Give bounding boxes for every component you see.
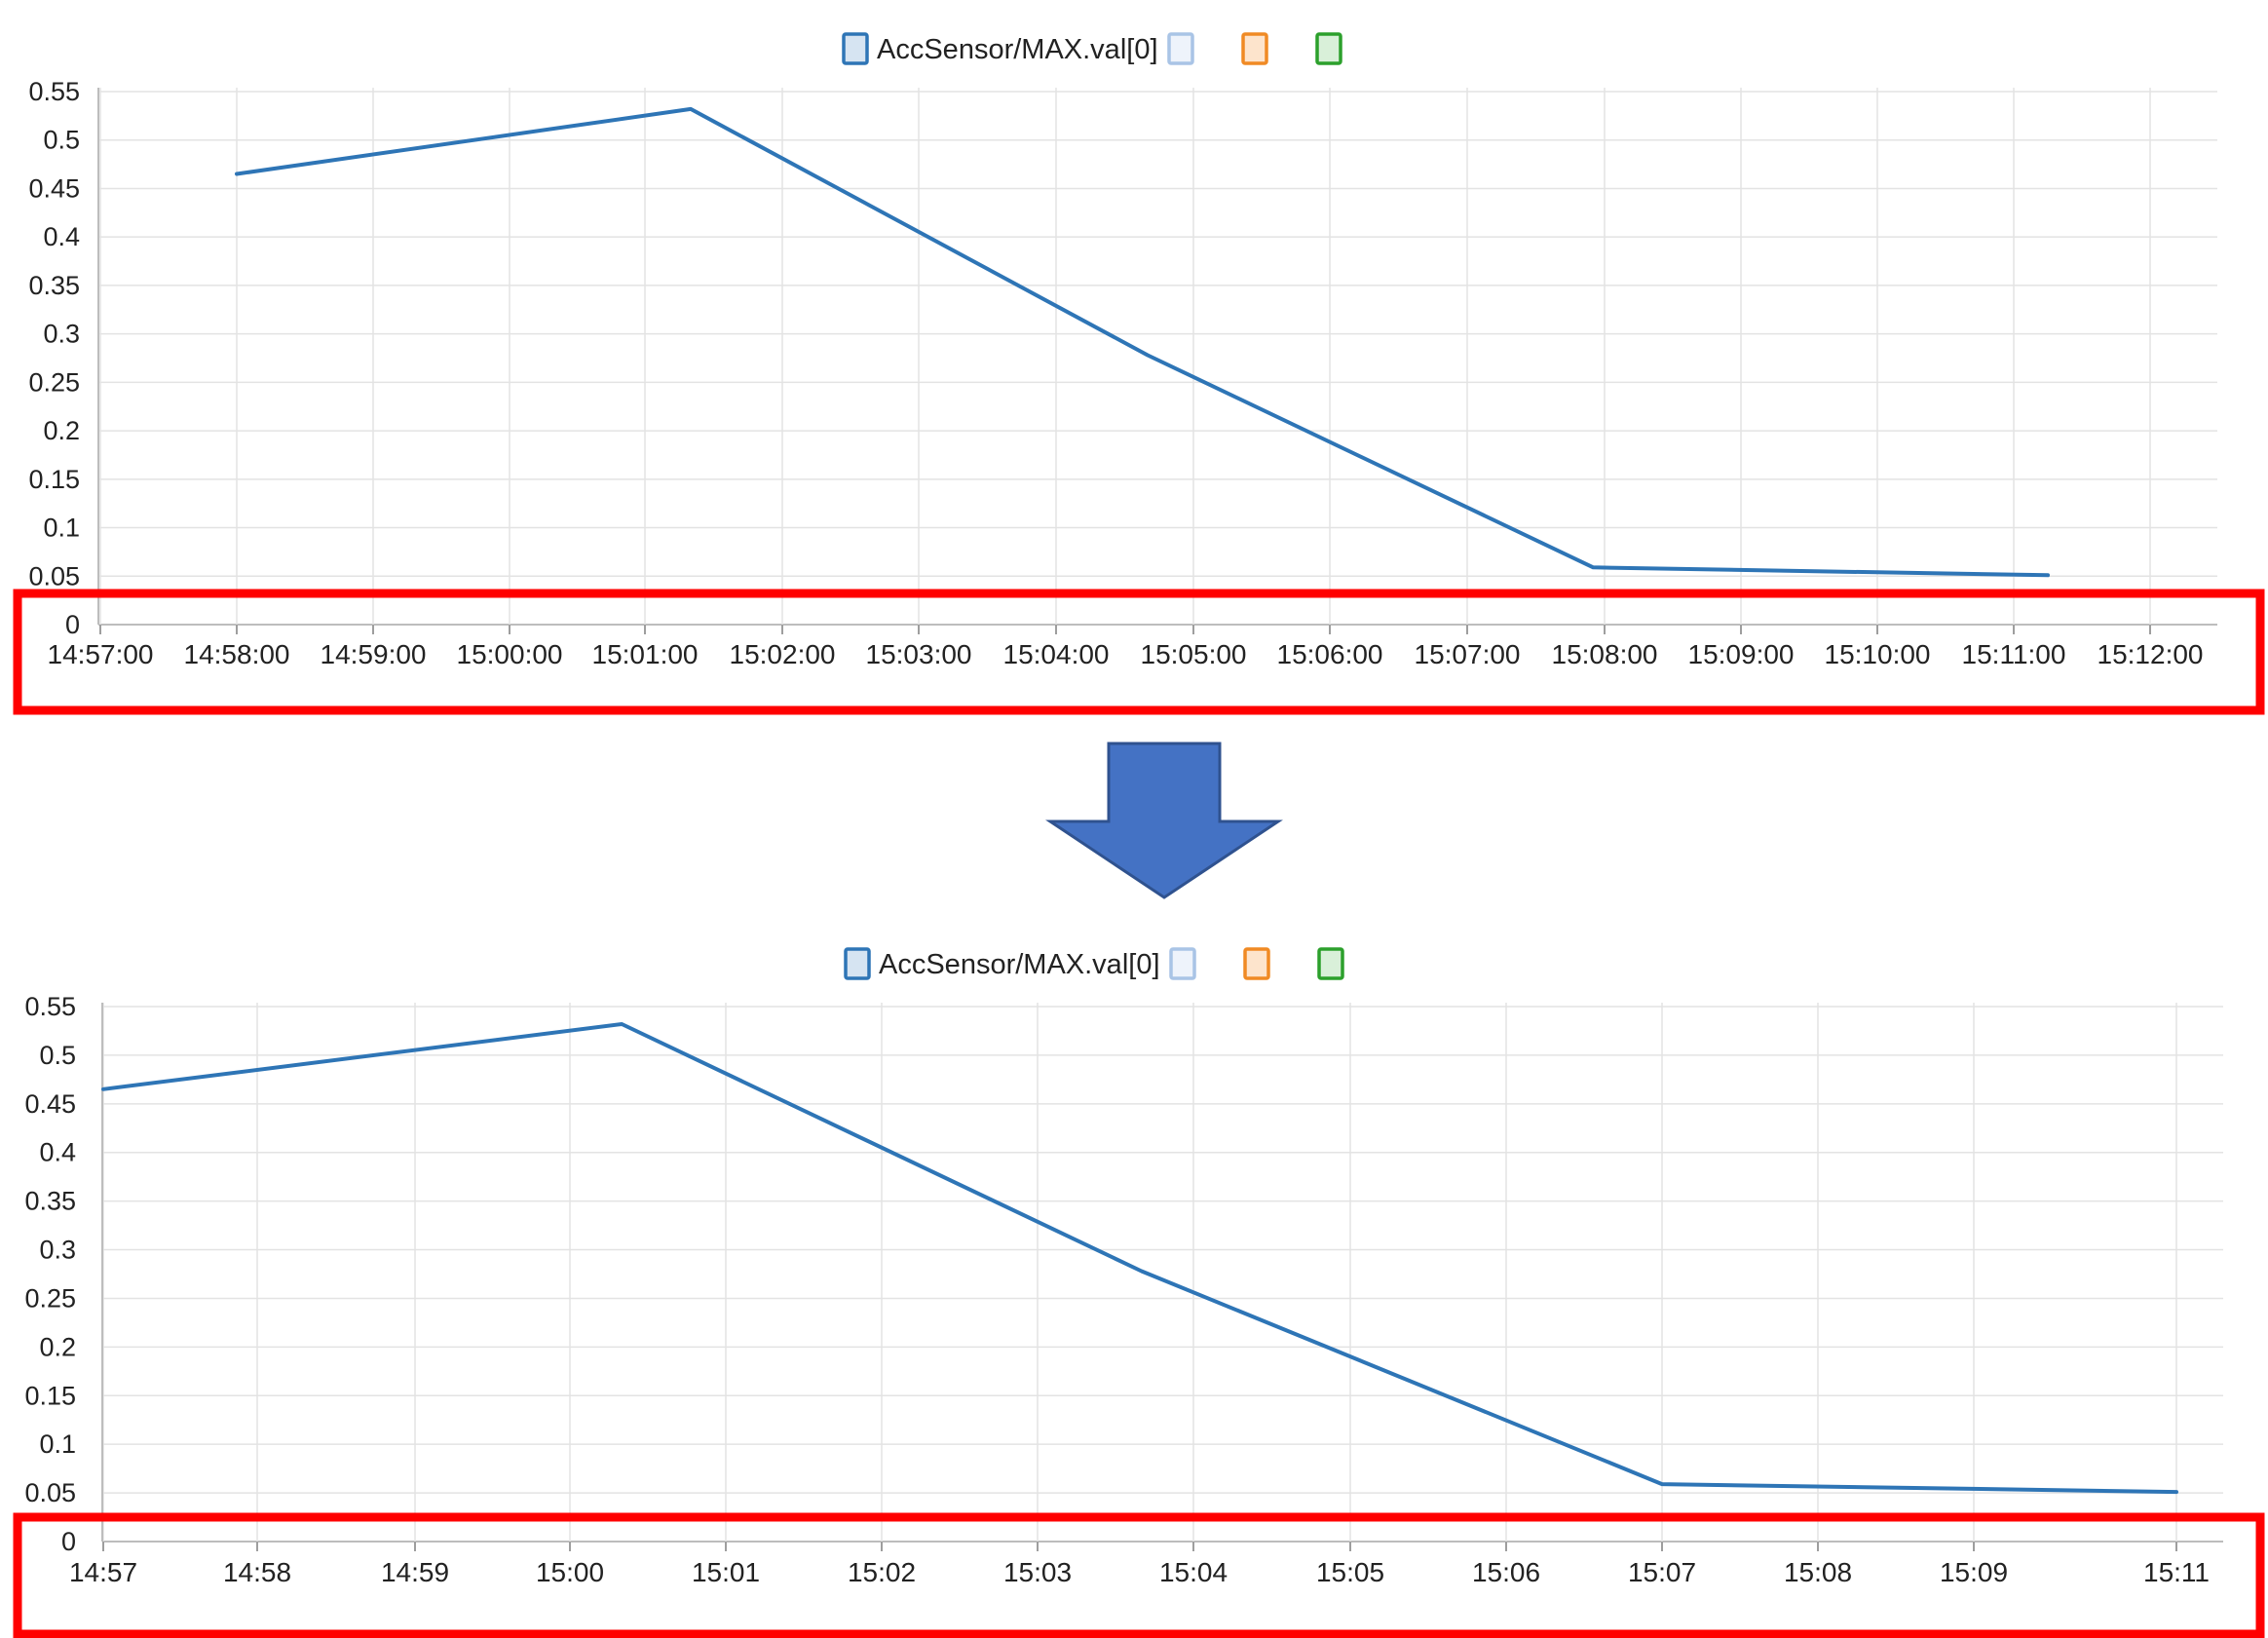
x-axis-highlight-box — [13, 1512, 2265, 1638]
x-tick-label: 15:02 — [848, 1557, 916, 1587]
legend-swatch[interactable] — [1317, 947, 1344, 980]
x-axis-highlight-box — [13, 589, 2265, 715]
y-tick-label: 0 — [65, 610, 80, 639]
legend-swatch[interactable] — [1241, 32, 1268, 65]
x-tick-label: 14:58:00 — [184, 639, 290, 669]
x-tick-label: 15:12:00 — [2098, 639, 2204, 669]
y-tick-label: 0.2 — [39, 1332, 76, 1361]
legend-swatch[interactable] — [842, 32, 869, 65]
x-tick-label: 15:05:00 — [1141, 639, 1247, 669]
y-tick-label: 0.4 — [43, 222, 80, 251]
y-tick-label: 0.05 — [24, 1478, 76, 1507]
x-tick-label: 15:03:00 — [866, 639, 972, 669]
x-tick-label: 15:03 — [1003, 1557, 1072, 1587]
y-tick-label: 0.1 — [39, 1429, 76, 1459]
x-tick-label: 15:04 — [1159, 1557, 1228, 1587]
y-tick-label: 0.15 — [28, 465, 80, 494]
y-tick-label: 0.4 — [39, 1138, 76, 1167]
x-tick-label: 15:07:00 — [1415, 639, 1521, 669]
x-tick-label: 15:07 — [1628, 1557, 1696, 1587]
chart-before: 0 0.05 0.1 0.15 0.2 0.25 0.3 0.35 0.4 0.45 0.5 0.55… — [13, 32, 2265, 715]
y-tick-label: 0.15 — [24, 1381, 76, 1410]
x-tick-label: 15:09:00 — [1688, 639, 1795, 669]
legend-swatch[interactable] — [844, 947, 871, 980]
chart-after: 0 0.05 0.1 0.15 0.2 0.25 0.3 0.35 0.4 0.45 0.5 0.55… — [13, 947, 2265, 1638]
x-tick-label: 15:08 — [1784, 1557, 1852, 1587]
x-tick-label: 14:57 — [69, 1557, 137, 1587]
x-tick-label: 15:11:00 — [1962, 639, 2066, 669]
y-tick-label: 0.55 — [24, 992, 76, 1021]
y-tick-label: 0.55 — [28, 77, 80, 106]
x-tick-label: 15:05 — [1316, 1557, 1384, 1587]
y-tick-label: 0.45 — [24, 1089, 76, 1119]
legend-swatch[interactable] — [1315, 32, 1342, 65]
y-tick-label: 0.5 — [43, 126, 80, 155]
x-tick-label: 15:01 — [692, 1557, 760, 1587]
legend-swatch[interactable] — [1167, 32, 1194, 65]
y-tick-label: 0.3 — [39, 1236, 76, 1265]
series-line — [101, 1022, 2178, 1495]
y-tick-label: 0.35 — [24, 1187, 76, 1216]
y-tick-label: 0.3 — [43, 320, 80, 349]
y-tick-label: 0.35 — [28, 271, 80, 300]
legend: AccSensor/MAX.val[0] — [844, 947, 1344, 980]
y-tick-label: 0.25 — [28, 367, 80, 397]
series-line — [235, 106, 2050, 578]
x-tick-label: 15:00:00 — [457, 639, 563, 669]
y-tick-label: 0.25 — [24, 1283, 76, 1313]
y-tick-label: 0.45 — [28, 173, 80, 203]
y-tick-label: 0.2 — [43, 416, 80, 445]
y-tick-label: 0.5 — [39, 1041, 76, 1070]
arrow-shape — [1045, 742, 1283, 899]
gridlines — [98, 88, 2217, 626]
x-tick-label: 15:04:00 — [1003, 639, 1110, 669]
x-tick-label: 15:02:00 — [730, 639, 836, 669]
x-tick-label: 15:10:00 — [1825, 639, 1931, 669]
legend-label[interactable]: AccSensor/MAX.val[0] — [879, 949, 1160, 980]
y-tick-label: 0.1 — [43, 514, 80, 543]
x-tick-label: 15:06:00 — [1277, 639, 1383, 669]
x-tick-label: 15:06 — [1472, 1557, 1540, 1587]
x-tick-label: 14:57:00 — [48, 639, 154, 669]
x-tick-label: 15:08:00 — [1552, 639, 1658, 669]
y-tick-label: 0.05 — [28, 561, 80, 590]
legend: AccSensor/MAX.val[0] — [842, 32, 1342, 65]
x-tick-label: 14:58 — [223, 1557, 291, 1587]
down-arrow-icon — [1045, 742, 1283, 899]
x-tick-label: 14:59:00 — [321, 639, 427, 669]
x-tick-label: 15:09 — [1940, 1557, 2008, 1587]
gridlines — [102, 1003, 2223, 1543]
x-tick-label: 15:11 — [2143, 1557, 2210, 1587]
x-tick-label: 15:01:00 — [592, 639, 699, 669]
legend-swatch[interactable] — [1169, 947, 1196, 980]
y-tick-label: 0 — [61, 1527, 76, 1556]
x-tick-label: 14:59 — [381, 1557, 449, 1587]
legend-label[interactable]: AccSensor/MAX.val[0] — [877, 34, 1158, 65]
legend-swatch[interactable] — [1243, 947, 1270, 980]
x-tick-label: 15:00 — [536, 1557, 604, 1587]
